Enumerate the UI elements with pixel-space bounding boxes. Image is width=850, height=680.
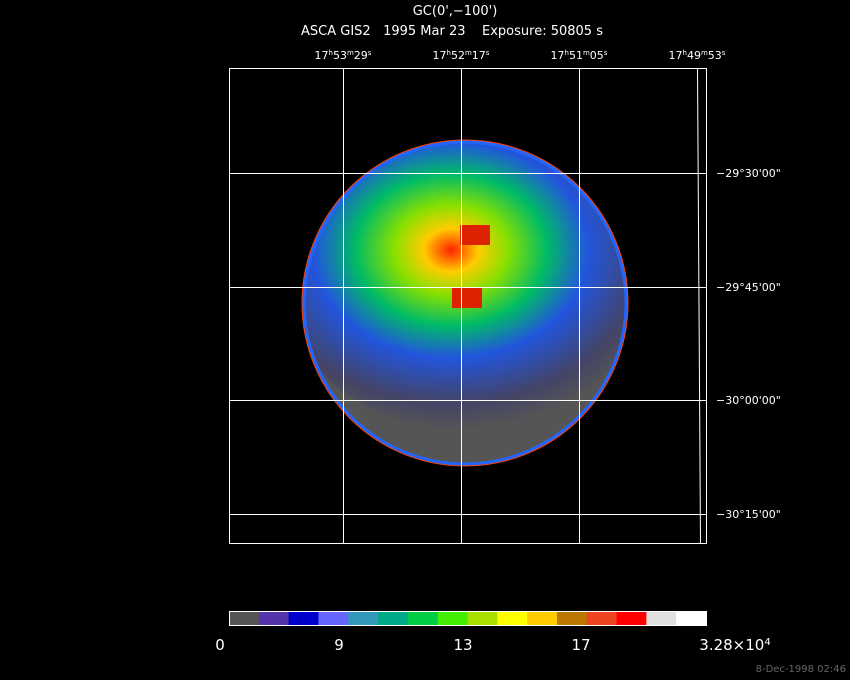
colorbar-segment — [556, 611, 588, 625]
exponent: 4 — [764, 637, 770, 648]
colorbar-segment — [467, 611, 498, 625]
ra-value: 53 — [708, 49, 722, 62]
ra-value: 17 — [472, 49, 486, 62]
ra-value: 51 — [569, 49, 583, 62]
colorbar-segment — [676, 611, 707, 625]
sky-image — [301, 139, 629, 467]
label-text: 9 — [334, 636, 344, 654]
label-text: 13 — [453, 636, 472, 654]
colorbar-segment — [288, 611, 319, 625]
colorbar-segment — [646, 611, 677, 625]
colorbar-segment — [318, 611, 349, 625]
ra-value: 05 — [590, 49, 604, 62]
colorbar-segment — [586, 611, 618, 625]
colorbar-frame — [229, 611, 707, 626]
colorbar-label: 3.28×104 — [699, 636, 770, 654]
ra-value: 17 — [433, 49, 447, 62]
ra-unit: h — [447, 49, 451, 57]
ra-label: 17h53m29s — [315, 49, 372, 62]
ra-unit: m — [347, 49, 354, 57]
grid-line — [697, 67, 701, 544]
dec-label: −30°15'00" — [716, 508, 781, 521]
frame — [229, 68, 707, 544]
ra-value: 53 — [333, 49, 347, 62]
ra-unit: s — [486, 49, 490, 57]
ra-value: 29 — [354, 49, 368, 62]
dec-label: −29°45'00" — [716, 281, 781, 294]
colorbar-segment — [258, 611, 290, 625]
colorbar-label: 9 — [334, 636, 344, 654]
colorbar-segment — [378, 611, 409, 625]
colorbar-label: 0 — [215, 636, 225, 654]
label-text: 0 — [215, 636, 225, 654]
ra-value: 17 — [315, 49, 329, 62]
timestamp: 8-Dec-1998 02:46 — [756, 664, 846, 675]
colorbar-segment — [407, 611, 439, 625]
colorbar-segment — [348, 611, 379, 625]
disk-rim — [301, 139, 629, 467]
dec-label: −29°30'00" — [716, 167, 781, 180]
ra-unit: h — [329, 49, 333, 57]
ra-unit: h — [683, 49, 687, 57]
ra-value: 17 — [551, 49, 565, 62]
colorbar-label: 17 — [571, 636, 590, 654]
ra-value: 17 — [669, 49, 683, 62]
hotspot — [452, 288, 482, 308]
ra-label: 17h51m05s — [551, 49, 608, 62]
ra-label: 17h49m53s — [669, 49, 726, 62]
colorbar-segment — [229, 611, 260, 625]
ra-value: 52 — [451, 49, 465, 62]
ra-value: 49 — [687, 49, 701, 62]
disk-edge — [302, 140, 628, 466]
ra-unit: m — [465, 49, 472, 57]
ra-unit: h — [565, 49, 569, 57]
ra-label: 17h52m17s — [433, 49, 490, 62]
label-text: 3.28×10 — [699, 636, 764, 654]
dec-label: −30°00'00" — [716, 394, 781, 407]
title: GC(0',−100') — [413, 4, 498, 19]
ra-unit: s — [368, 49, 372, 57]
subtitle: ASCA GIS2 1995 Mar 23 Exposure: 50805 s — [301, 24, 603, 39]
hotspot — [460, 225, 490, 245]
colorbar-segment — [616, 611, 647, 625]
colorbar-segment — [437, 611, 468, 625]
colorbar-segment — [497, 611, 528, 625]
ra-unit: s — [722, 49, 726, 57]
colorbar-label: 13 — [453, 636, 472, 654]
ra-unit: m — [583, 49, 590, 57]
emission — [302, 140, 628, 430]
label-text: 17 — [571, 636, 590, 654]
ra-unit: s — [604, 49, 608, 57]
ra-unit: m — [701, 49, 708, 57]
colorbar-segment — [527, 611, 558, 625]
